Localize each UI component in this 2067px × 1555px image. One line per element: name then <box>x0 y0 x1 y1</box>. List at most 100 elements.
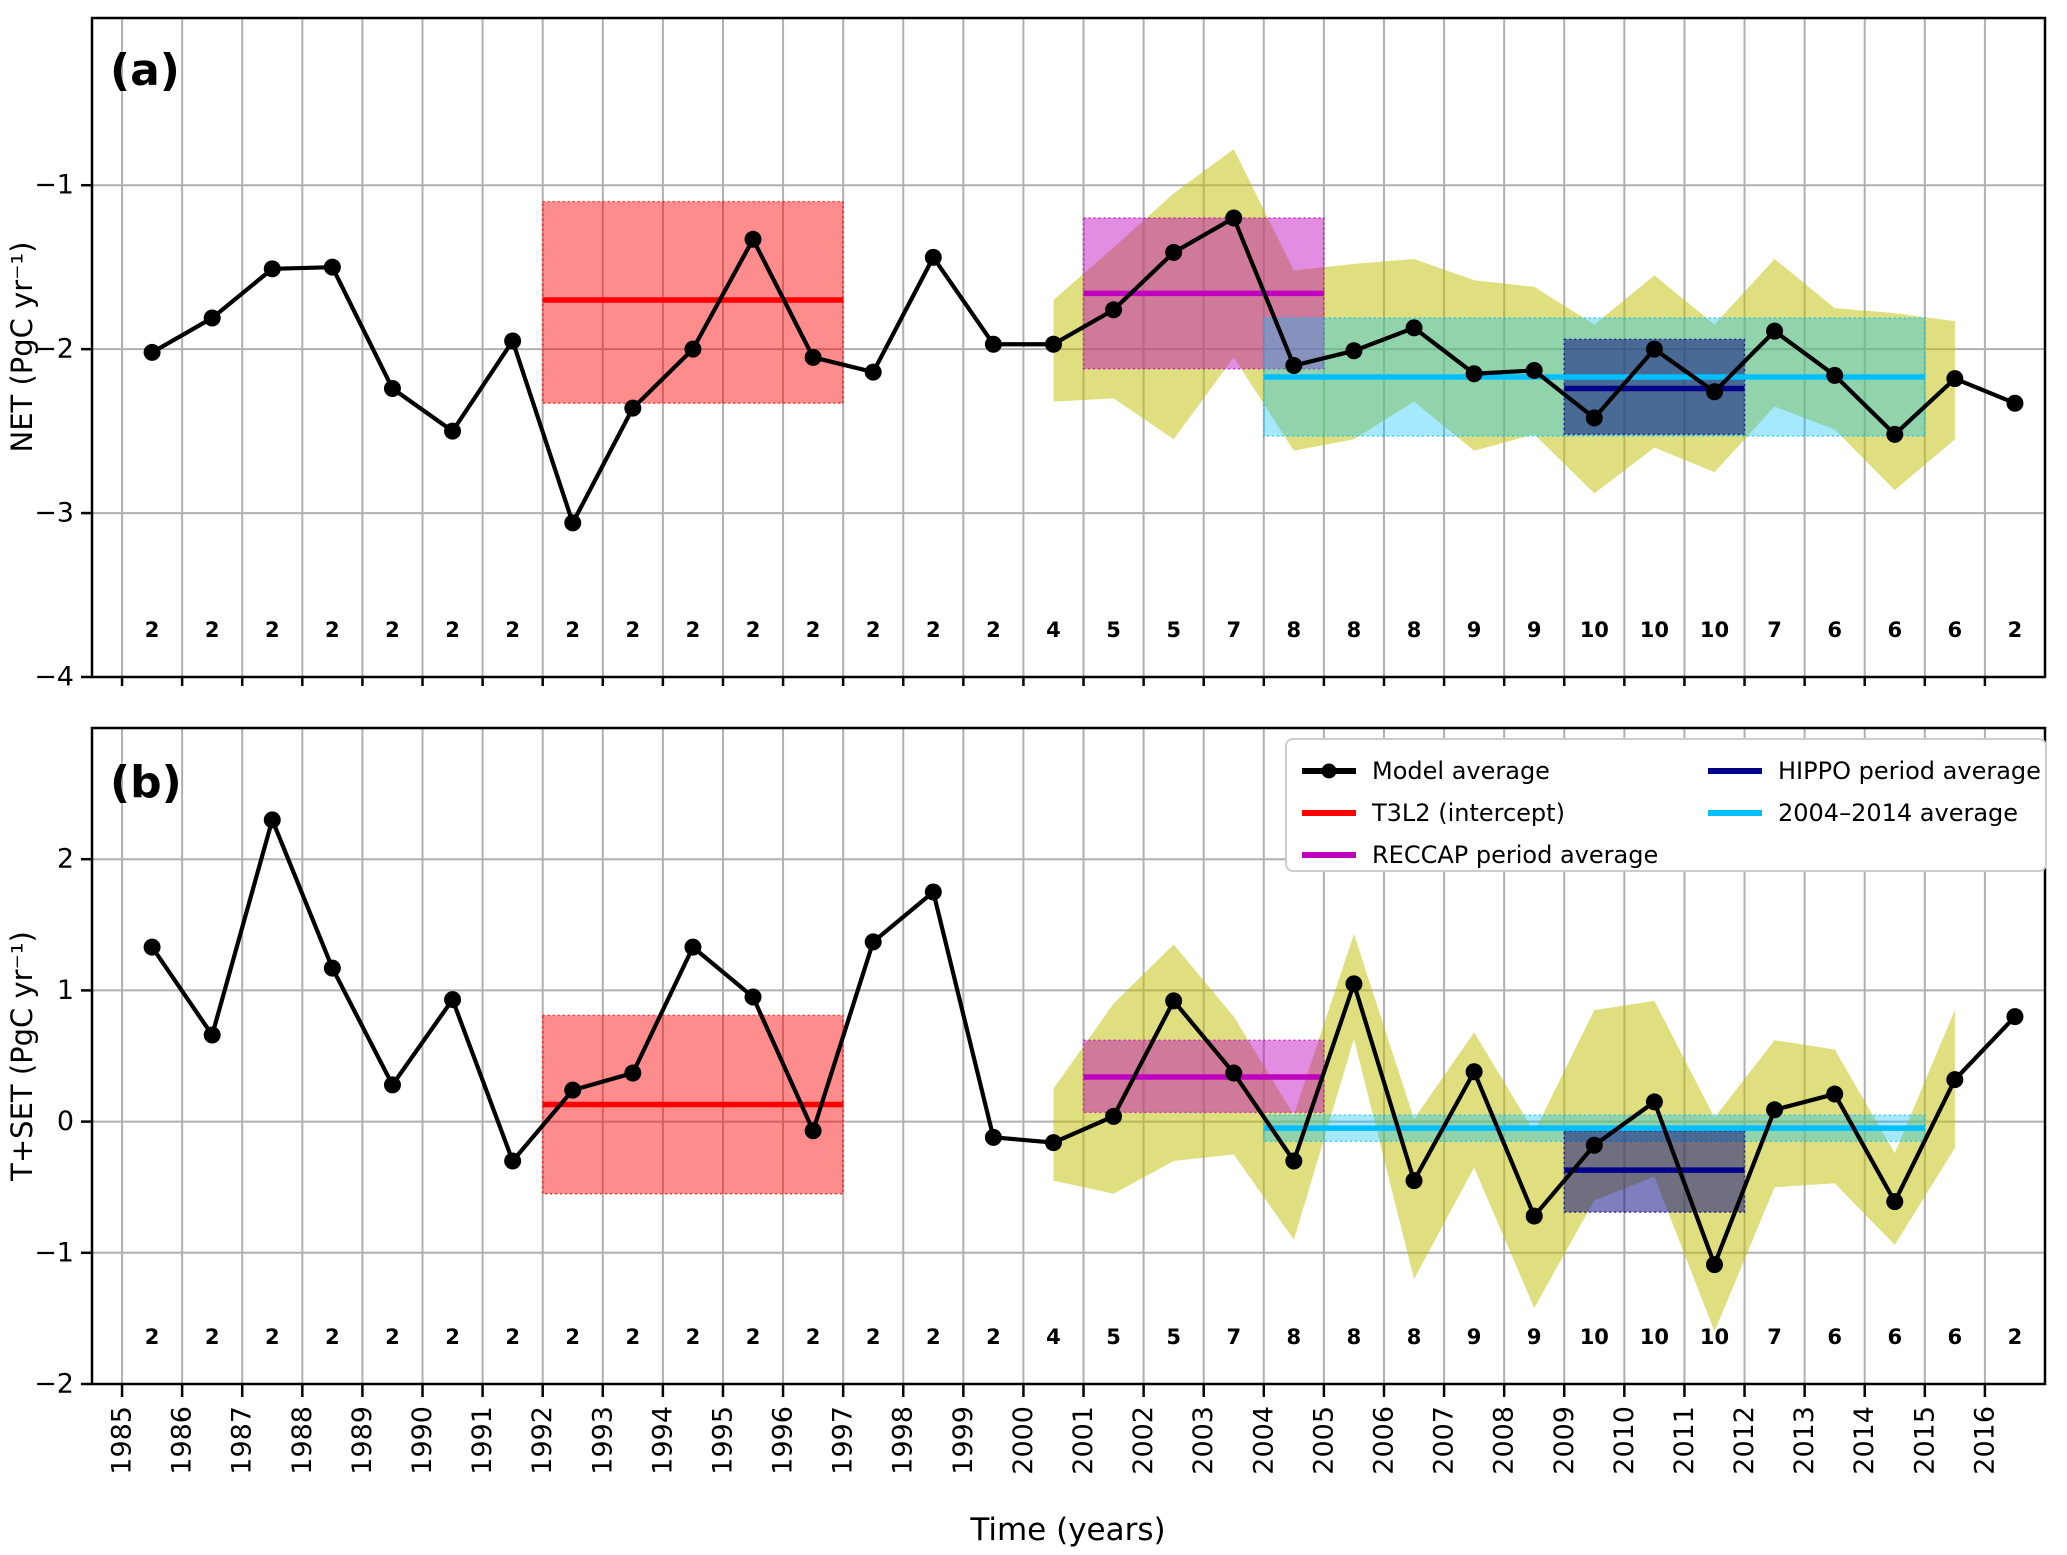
data-point <box>1705 383 1723 401</box>
model-count-label: 6 <box>1827 1325 1842 1349</box>
year-label: 1994 <box>647 1406 678 1475</box>
data-point <box>624 399 642 417</box>
model-count-label: 10 <box>1580 1325 1609 1349</box>
model-count-label: 2 <box>265 618 280 642</box>
data-point <box>684 340 702 358</box>
year-label: 2000 <box>1008 1406 1039 1475</box>
model-count-label: 6 <box>1827 618 1842 642</box>
data-point <box>744 230 762 248</box>
legend-label-hippo: HIPPO period average <box>1778 757 2041 785</box>
year-label: 1992 <box>527 1406 558 1475</box>
data-point <box>203 1026 221 1044</box>
y-ticks-b: 2 1 0 −1 −2 <box>34 844 92 1400</box>
model-count-label: 6 <box>1887 618 1902 642</box>
data-point <box>864 363 882 381</box>
model-count-label: 2 <box>806 1325 821 1349</box>
year-label: 1998 <box>888 1406 919 1475</box>
panel-a-label: (a) <box>110 45 180 96</box>
data-point <box>564 514 582 532</box>
model-count-label: 9 <box>1527 618 1542 642</box>
legend: Model average T3L2 (intercept) RECCAP pe… <box>1285 738 2047 872</box>
model-count-label: 9 <box>1467 1325 1482 1349</box>
data-point <box>924 248 942 266</box>
model-count-label: 5 <box>1106 1325 1121 1349</box>
year-label: 2007 <box>1429 1406 1460 1475</box>
model-count-label: 9 <box>1467 618 1482 642</box>
year-label: 2013 <box>1789 1406 1820 1475</box>
data-point <box>1105 1107 1123 1125</box>
model-count-label: 2 <box>505 618 520 642</box>
model-average-points-a <box>143 209 2024 532</box>
data-point <box>1044 335 1062 353</box>
year-label: 1991 <box>467 1406 498 1475</box>
legend-label-reccap: RECCAP period average <box>1372 841 1658 869</box>
model-count-label: 4 <box>1046 618 1061 642</box>
data-point <box>1886 1193 1904 1211</box>
year-label: 1990 <box>407 1406 438 1475</box>
data-point <box>1285 357 1303 375</box>
data-point <box>864 933 882 951</box>
data-point <box>1826 366 1844 384</box>
year-label: 2011 <box>1669 1406 1700 1475</box>
x-ticks-b <box>120 1384 1987 1397</box>
data-point <box>143 343 161 361</box>
data-point <box>1105 301 1123 319</box>
model-count-label: 2 <box>325 618 340 642</box>
data-point <box>263 811 281 829</box>
data-point <box>624 1064 642 1082</box>
year-label: 2004 <box>1248 1406 1279 1475</box>
y-tick-label: 0 <box>57 1106 74 1137</box>
model-count-label: 2 <box>926 618 941 642</box>
data-point <box>1705 1256 1723 1274</box>
data-point <box>1645 1093 1663 1111</box>
model-count-label: 2 <box>686 618 701 642</box>
data-point <box>504 1152 522 1170</box>
year-label: 1989 <box>347 1406 378 1475</box>
data-point <box>1225 1064 1243 1082</box>
model-count-label: 7 <box>1767 618 1782 642</box>
year-label: 1995 <box>707 1406 738 1475</box>
model-count-label: 6 <box>1887 1325 1902 1349</box>
x-axis-label: Time (years) <box>969 1512 1165 1548</box>
model-count-label: 2 <box>505 1325 520 1349</box>
model-count-label: 2 <box>746 1325 761 1349</box>
model-count-label: 9 <box>1527 1325 1542 1349</box>
data-point <box>684 938 702 956</box>
year-label: 1987 <box>227 1406 258 1475</box>
model-count-label: 2 <box>565 1325 580 1349</box>
data-point <box>1826 1085 1844 1103</box>
data-point <box>1285 1152 1303 1170</box>
model-count-label: 5 <box>1106 618 1121 642</box>
year-label: 1986 <box>167 1406 198 1475</box>
y-tick-label: 2 <box>57 844 74 875</box>
model-count-label: 2 <box>866 1325 881 1349</box>
data-point <box>1585 1136 1603 1154</box>
year-label: 2012 <box>1729 1406 1760 1475</box>
model-count-label: 7 <box>1226 618 1241 642</box>
year-label: 1996 <box>768 1406 799 1475</box>
model-count-label: 7 <box>1226 1325 1241 1349</box>
year-label: 1988 <box>287 1406 318 1475</box>
model-count-label: 10 <box>1580 618 1609 642</box>
model-count-label: 2 <box>205 618 220 642</box>
data-point <box>444 991 462 1009</box>
model-count-label: 2 <box>565 618 580 642</box>
data-point <box>1225 209 1243 227</box>
generated-chart-layers: 2 2 2 2 2 2 2 2 2 2 2 2 2 2 2 4 5 5 7 8 8 8 9 9 10 10 10 7 6 6 6 2−1−2−… <box>34 16 2047 1475</box>
data-point <box>1585 409 1603 427</box>
data-point <box>1886 425 1904 443</box>
model-count-label: 10 <box>1640 618 1669 642</box>
model-count-label: 2 <box>2008 1325 2023 1349</box>
data-point <box>1044 1134 1062 1152</box>
data-point <box>444 422 462 440</box>
panel-b-label: (b) <box>110 757 182 808</box>
x-ticks-a <box>120 677 1987 686</box>
model-count-label: 2 <box>445 618 460 642</box>
model-count-label: 6 <box>1948 618 1963 642</box>
data-point <box>1946 370 1964 388</box>
data-point <box>1525 1207 1543 1225</box>
y-tick-label: −1 <box>34 170 74 201</box>
model-count-label: 2 <box>385 1325 400 1349</box>
y-axis-label-a: NET (PgC yr⁻¹) <box>5 242 39 453</box>
